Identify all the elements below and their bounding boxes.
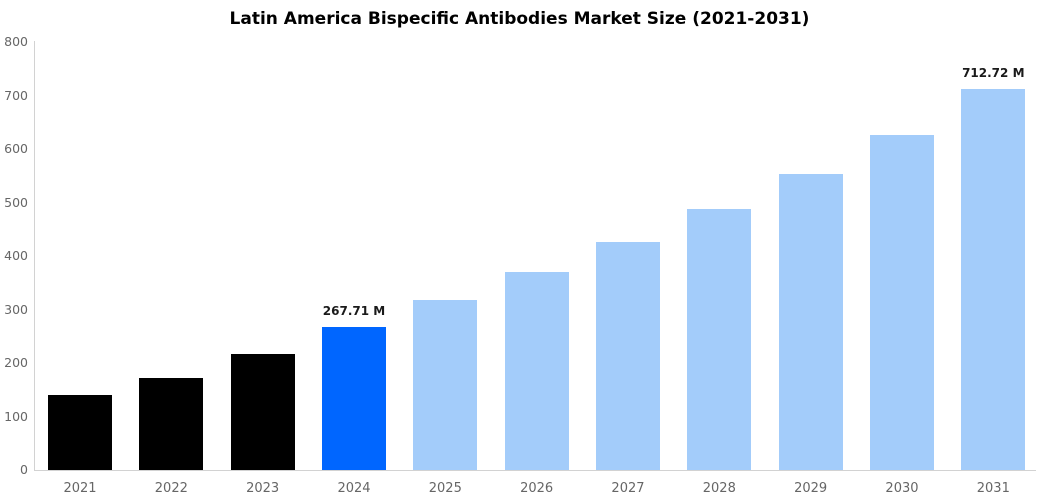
bar-2022 xyxy=(139,377,204,470)
y-tick-label-0: 0 xyxy=(20,462,28,477)
value-label-2024: 267.71 M xyxy=(322,303,386,318)
x-tick-label-2030: 2030 xyxy=(885,481,919,496)
bar-2026 xyxy=(504,271,569,470)
bar-2024 xyxy=(321,326,386,470)
x-tick-label-2025: 2025 xyxy=(428,481,462,496)
value-label-2031: 712.72 M xyxy=(962,65,1025,80)
x-tick-label-2031: 2031 xyxy=(976,481,1010,496)
y-tick-label-400: 400 xyxy=(4,248,28,263)
x-tick-label-2028: 2028 xyxy=(702,481,736,496)
y-tick-label-200: 200 xyxy=(4,355,28,370)
x-tick-label-2021: 2021 xyxy=(63,481,97,496)
bar-2030 xyxy=(869,134,934,470)
x-tick-label-2024: 2024 xyxy=(337,481,371,496)
bar-2031 xyxy=(961,88,1026,470)
x-tick-label-2023: 2023 xyxy=(246,481,280,496)
bar-2027 xyxy=(595,241,660,470)
bar-2021 xyxy=(48,394,112,470)
y-axis-line xyxy=(34,41,35,471)
bar-2028 xyxy=(687,208,752,470)
y-tick-label-600: 600 xyxy=(4,141,28,156)
y-tick-label-700: 700 xyxy=(4,87,28,103)
x-tick-label-2026: 2026 xyxy=(520,481,554,496)
y-tick-label-100: 100 xyxy=(4,408,28,424)
y-tick-label-300: 300 xyxy=(4,301,28,317)
y-tick-label-500: 500 xyxy=(4,194,28,210)
x-tick-label-2029: 2029 xyxy=(794,481,828,496)
chart-title: Latin America Bispecific Antibodies Mark… xyxy=(229,9,810,29)
x-axis-line xyxy=(34,470,1036,471)
x-tick-label-2022: 2022 xyxy=(154,481,188,496)
x-tick-label-2027: 2027 xyxy=(611,481,645,496)
y-tick-label-800: 800 xyxy=(4,34,28,49)
bar-2029 xyxy=(778,174,843,470)
bar-2025 xyxy=(413,300,478,470)
bar-2023 xyxy=(230,353,295,470)
